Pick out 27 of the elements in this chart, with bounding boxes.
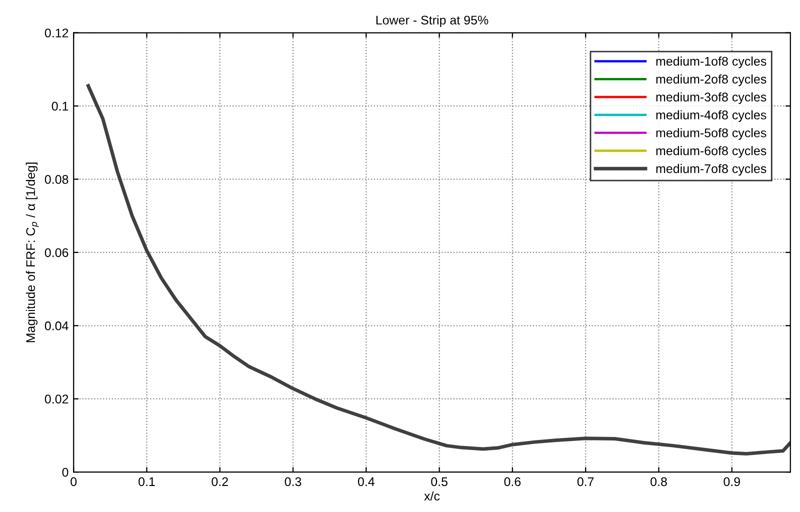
y-tick-label: 0.04 (44, 321, 68, 330)
y-tick-label: 0.08 (44, 175, 68, 184)
legend-label: medium-2of8 cycles (656, 74, 766, 86)
legend-label: medium-6of8 cycles (656, 146, 766, 158)
legend-label: medium-5of8 cycles (656, 128, 766, 140)
legend-label: medium-1of8 cycles (656, 56, 766, 68)
y-tick-label: 0.02 (44, 394, 68, 404)
x-tick-label: 0.3 (284, 477, 302, 486)
y-tick-label: 0.06 (44, 248, 68, 258)
chart-title: Lower - Strip at 95% (376, 15, 488, 28)
x-tick-label: 0.9 (724, 477, 740, 486)
x-tick-label: 0.2 (212, 477, 228, 486)
x-tick-label: 0.5 (431, 477, 448, 486)
legend-label: medium-4of8 cycles (656, 110, 766, 122)
x-tick-label: 0.7 (577, 477, 594, 486)
x-tick-label: 0.1 (138, 477, 155, 486)
x-tick-label: 0.8 (650, 477, 667, 486)
x-tick-label: 0.4 (358, 477, 374, 486)
x-axis-title: x/c (424, 491, 440, 501)
legend-label: medium-7of8 cycles (656, 164, 766, 176)
legend-label: medium-3of8 cycles (656, 92, 766, 104)
y-axis-title: Magnitude of FRF: C$_{p}$ / α [1/deg] (26, 162, 39, 342)
y-tick-label: 0.12 (44, 28, 68, 38)
y-tick-label: 0 (62, 468, 68, 477)
x-tick-label: 0.6 (504, 477, 521, 486)
x-tick-label: 0 (70, 477, 77, 486)
y-tick-label: 0.1 (52, 102, 68, 111)
